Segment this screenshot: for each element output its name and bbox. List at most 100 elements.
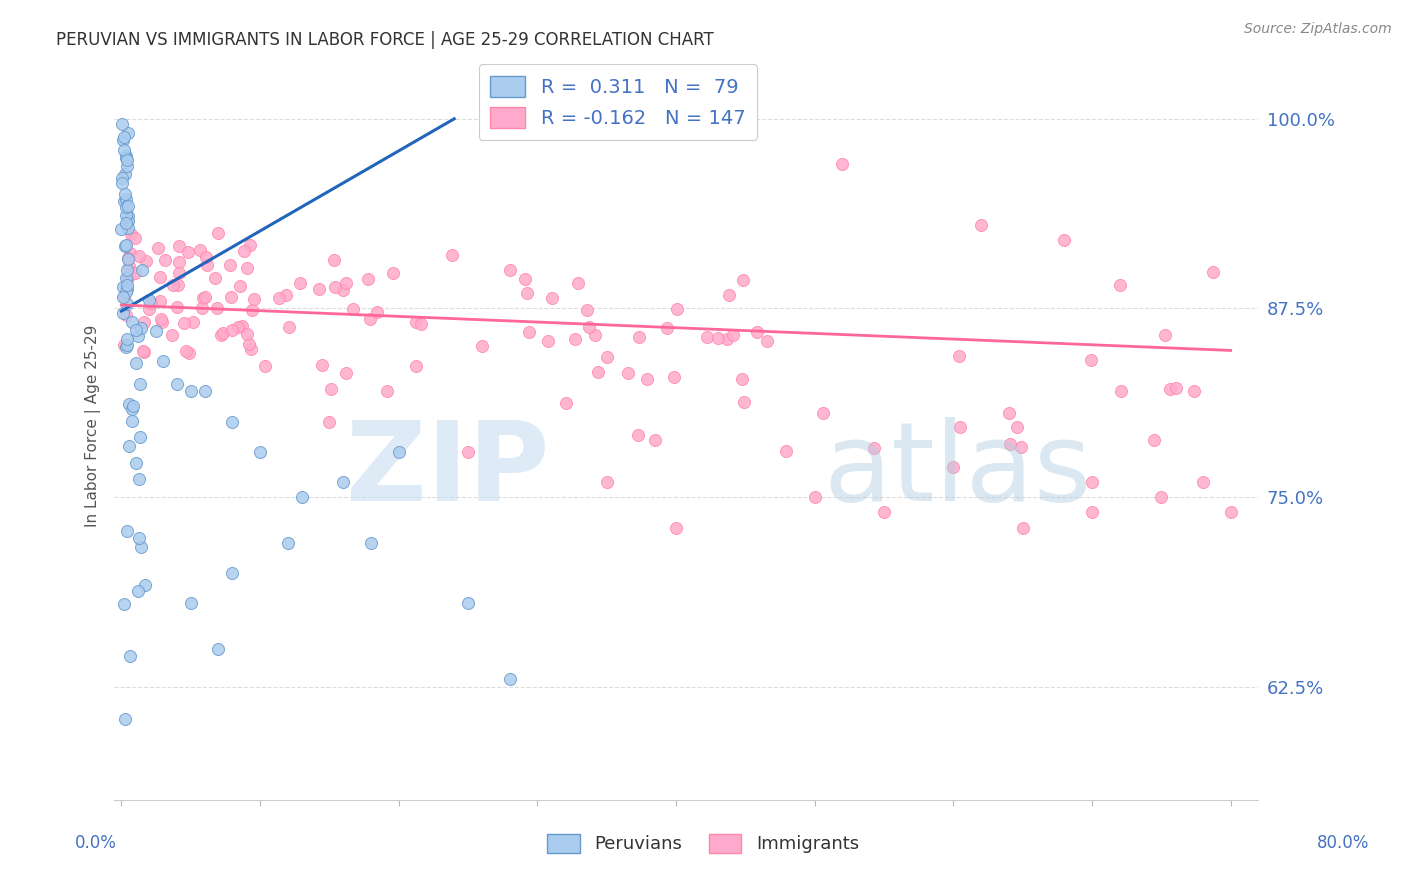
Point [112, 143, 135, 157]
Point [131, 263, 153, 277]
Point [146, 241, 169, 255]
Point [114, 186, 136, 201]
Point [1005, 419, 1028, 434]
Point [357, 271, 380, 285]
Point [195, 258, 218, 272]
Point [359, 312, 381, 326]
Point [191, 301, 214, 315]
Point [218, 258, 240, 272]
Text: atlas: atlas [824, 417, 1092, 524]
Point [219, 290, 242, 304]
Point [229, 279, 252, 293]
Point [209, 328, 232, 343]
Point [117, 199, 139, 213]
Point [745, 325, 768, 339]
Point [173, 316, 195, 330]
Point [236, 260, 259, 275]
Point [596, 475, 619, 490]
Point [342, 302, 364, 317]
Point [118, 648, 141, 663]
Point [150, 315, 173, 329]
Point [1159, 382, 1181, 396]
Point [117, 220, 139, 235]
Point [162, 278, 184, 293]
Point [873, 505, 896, 519]
Point [115, 524, 138, 538]
Text: 80.0%: 80.0% [1316, 834, 1369, 852]
Point [180, 384, 202, 399]
Point [243, 292, 266, 306]
Point [335, 276, 357, 290]
Point [167, 277, 190, 292]
Point [114, 290, 136, 304]
Point [115, 237, 138, 252]
Point [191, 291, 214, 305]
Point [129, 320, 152, 334]
Point [115, 282, 138, 296]
Point [117, 127, 139, 141]
Text: 0.0%: 0.0% [75, 834, 117, 852]
Point [128, 249, 150, 263]
Point [1080, 353, 1102, 368]
Point [409, 317, 432, 331]
Point [177, 244, 200, 259]
Point [288, 276, 311, 290]
Point [114, 712, 136, 726]
Point [1081, 475, 1104, 490]
Point [1053, 233, 1076, 247]
Point [405, 315, 427, 329]
Point [322, 253, 344, 268]
Point [129, 540, 152, 554]
Point [662, 370, 685, 384]
Point [112, 194, 135, 209]
Point [707, 331, 730, 345]
Point [318, 415, 340, 429]
Point [167, 266, 190, 280]
Point [517, 325, 540, 339]
Point [112, 280, 135, 294]
Point [863, 441, 886, 455]
Point [115, 153, 138, 167]
Point [277, 535, 299, 549]
Point [942, 460, 965, 475]
Point [586, 365, 609, 379]
Point [803, 491, 825, 505]
Point [1166, 382, 1188, 396]
Point [723, 328, 745, 343]
Point [118, 268, 141, 283]
Point [115, 200, 138, 214]
Text: Source: ZipAtlas.com: Source: ZipAtlas.com [1244, 22, 1392, 37]
Point [115, 263, 138, 277]
Point [948, 349, 970, 363]
Point [471, 339, 494, 353]
Text: ZIP: ZIP [346, 417, 550, 524]
Point [149, 311, 172, 326]
Point [132, 343, 155, 358]
Point [195, 250, 218, 264]
Point [231, 319, 253, 334]
Point [114, 167, 136, 181]
Point [138, 293, 160, 308]
Point [125, 456, 148, 470]
Point [731, 371, 754, 385]
Point [249, 445, 271, 459]
Point [115, 151, 138, 165]
Point [274, 288, 297, 302]
Point [114, 130, 136, 145]
Point [665, 520, 688, 534]
Point [1081, 505, 1104, 519]
Point [112, 597, 135, 611]
Point [232, 244, 254, 258]
Point [111, 305, 134, 319]
Point [207, 641, 229, 656]
Point [152, 354, 174, 368]
Point [115, 332, 138, 346]
Point [1109, 384, 1132, 398]
Point [567, 276, 589, 290]
Point [115, 296, 138, 310]
Point [332, 475, 354, 490]
Point [335, 366, 357, 380]
Point [239, 238, 262, 252]
Point [1182, 384, 1205, 398]
Point [188, 243, 211, 257]
